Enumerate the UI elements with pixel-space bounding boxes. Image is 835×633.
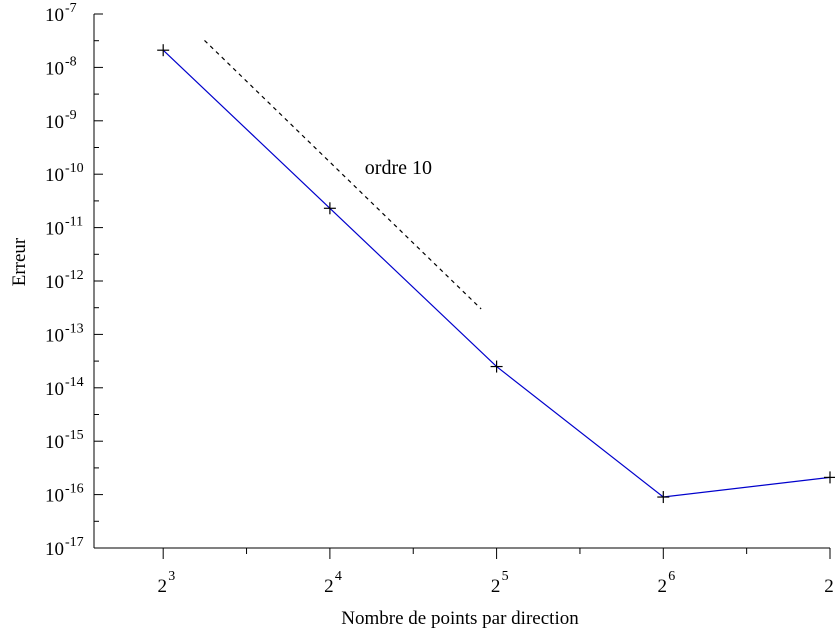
data-point-marker xyxy=(157,44,170,57)
x-tick-label: 2 xyxy=(824,576,834,597)
x-tick-exponent: 4 xyxy=(335,569,342,584)
y-tick-label: 10 xyxy=(45,272,64,293)
series-layer xyxy=(157,39,835,504)
x-axis-ticks: 2324252627 xyxy=(157,548,834,597)
y-tick-label: 10 xyxy=(45,219,64,240)
y-tick-exponent: -14 xyxy=(65,375,84,390)
y-tick-exponent: -9 xyxy=(65,108,77,123)
slope-annotation: ordre 10 xyxy=(365,157,432,179)
data-point-marker xyxy=(490,360,503,373)
y-tick-exponent: -13 xyxy=(65,321,84,336)
axes xyxy=(93,14,830,549)
y-tick-label: 10 xyxy=(45,112,64,133)
data-point-marker xyxy=(657,491,670,504)
x-tick-label: 2 xyxy=(658,576,668,597)
x-axis-label: Nombre de points par direction xyxy=(341,608,579,629)
y-tick-label: 10 xyxy=(45,5,64,26)
error-series-line xyxy=(162,49,831,498)
data-point-marker xyxy=(824,471,835,484)
y-tick-label: 10 xyxy=(45,432,64,453)
x-tick-exponent: 5 xyxy=(502,569,509,584)
x-tick-exponent: 6 xyxy=(668,569,675,584)
y-tick-label: 10 xyxy=(45,486,64,507)
y-tick-exponent: -12 xyxy=(65,268,84,283)
y-tick-exponent: -17 xyxy=(65,535,84,550)
x-tick-exponent: 3 xyxy=(168,569,175,584)
x-tick-label: 2 xyxy=(324,576,334,597)
y-tick-exponent: -7 xyxy=(65,1,77,16)
y-axis-label: Erreur xyxy=(9,237,30,286)
y-tick-exponent: -15 xyxy=(65,428,84,443)
y-tick-exponent: -11 xyxy=(65,215,83,230)
x-tick-label: 2 xyxy=(157,576,167,597)
y-tick-label: 10 xyxy=(45,325,64,346)
annotations: ordre 10 xyxy=(365,157,432,179)
y-tick-exponent: -10 xyxy=(65,161,84,176)
x-tick-label: 2 xyxy=(491,576,501,597)
y-tick-label: 10 xyxy=(45,539,64,560)
y-tick-exponent: -16 xyxy=(65,482,84,497)
y-tick-label: 10 xyxy=(45,165,64,186)
data-point-marker xyxy=(323,202,336,215)
y-tick-label: 10 xyxy=(45,379,64,400)
y-tick-exponent: -8 xyxy=(65,54,77,69)
reference-slope-line xyxy=(204,39,482,310)
y-tick-label: 10 xyxy=(45,58,64,79)
